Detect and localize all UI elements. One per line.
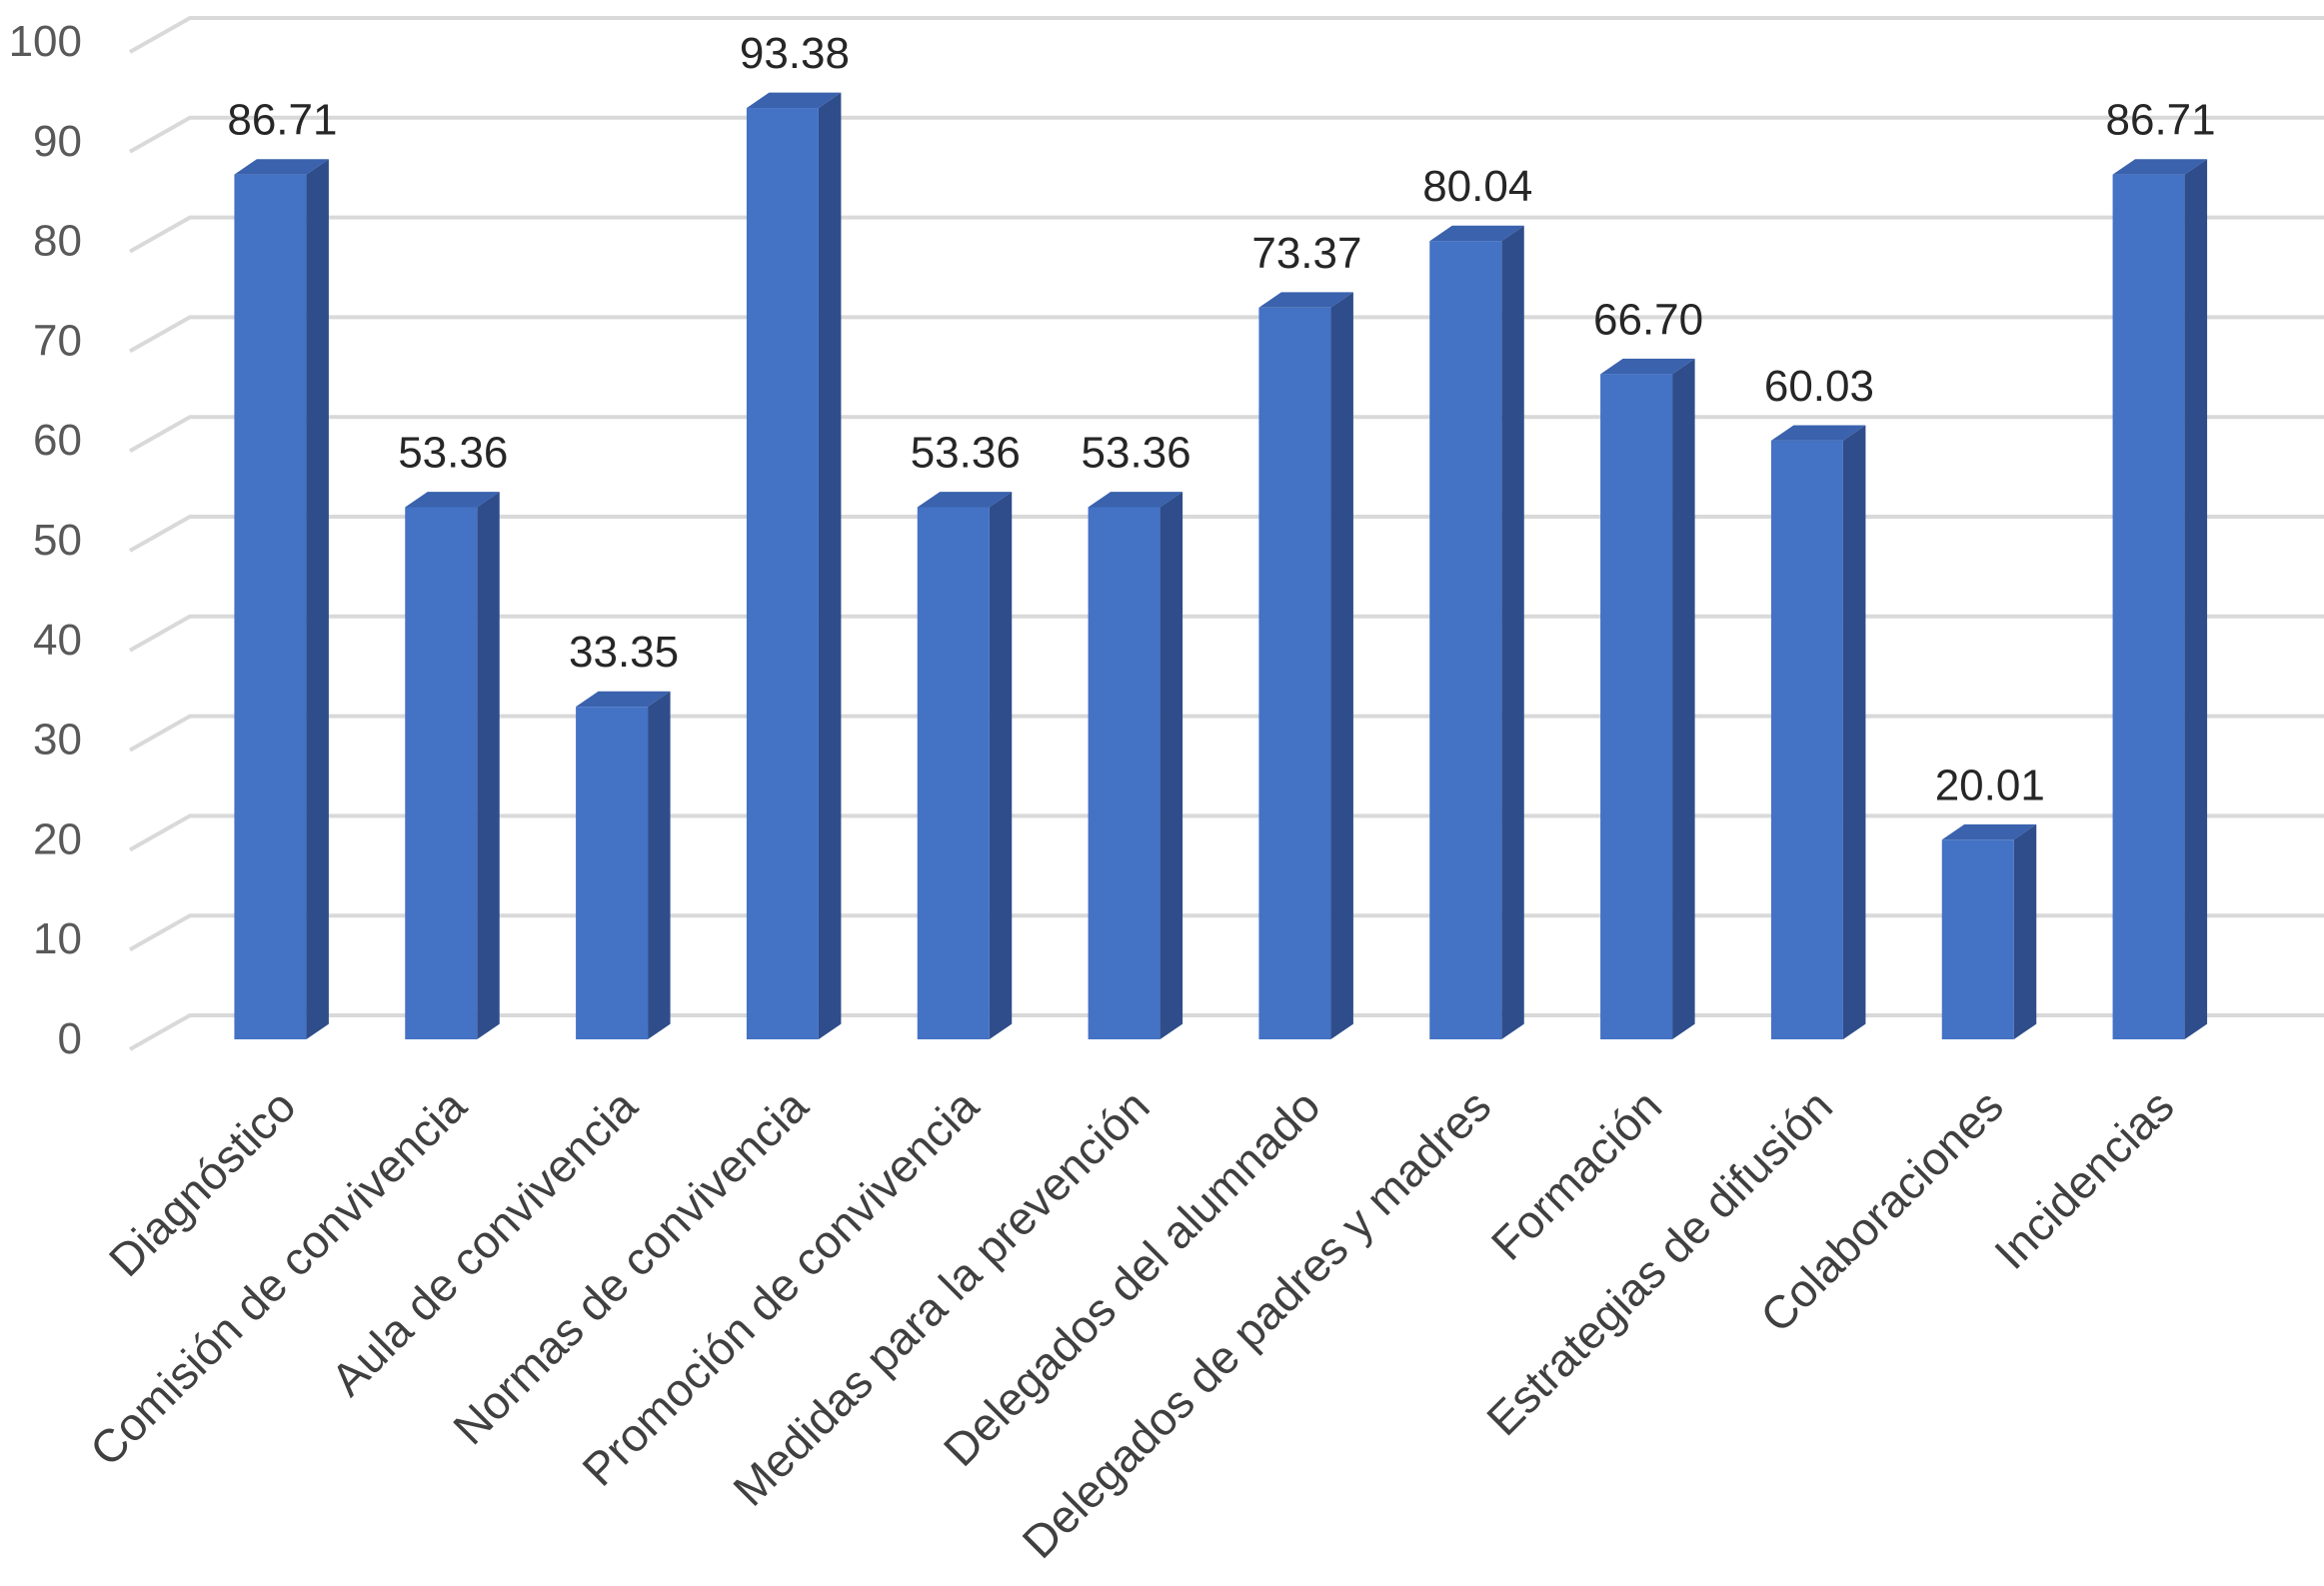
y-tick-label: 80 (33, 217, 82, 266)
bar-side-face (1672, 358, 1695, 1040)
x-tick-label: Incidencias (1984, 1079, 2184, 1279)
bar (1941, 823, 2037, 1039)
bar-side-face (2184, 159, 2208, 1040)
bar (1770, 425, 1866, 1039)
bar (576, 691, 671, 1039)
data-label: 73.37 (1251, 229, 1361, 278)
grid-layer (129, 16, 2324, 1051)
bar-front-face (1258, 307, 1331, 1039)
data-label: 60.03 (1764, 362, 1874, 411)
bar-top-face (1258, 292, 1353, 308)
data-label: 53.36 (911, 428, 1021, 477)
bar (1600, 358, 1695, 1040)
bar-front-face (1429, 241, 1502, 1039)
bar-front-face (234, 174, 307, 1039)
y-tick-label: 40 (33, 616, 82, 665)
bar-top-face (1088, 492, 1183, 508)
x-tick-label: Aula de convivencia (321, 1079, 647, 1405)
bar-front-face (405, 507, 478, 1040)
bar-side-face (477, 492, 500, 1039)
bar-top-face (576, 691, 671, 708)
bar (1258, 292, 1353, 1039)
data-label: 93.38 (740, 29, 850, 78)
bar-top-face (917, 492, 1013, 508)
y-tick-label: 30 (33, 716, 82, 765)
gridline (129, 16, 2324, 54)
bar-front-face (1600, 374, 1673, 1040)
data-label: 66.70 (1593, 295, 1703, 344)
data-label: 86.71 (2106, 96, 2216, 145)
bar-top-face (1429, 225, 1524, 242)
y-tick-label: 90 (33, 117, 82, 166)
gridline (129, 315, 2324, 354)
bar-front-face (1770, 440, 1843, 1039)
bar-front-face (576, 707, 649, 1039)
y-tick-label: 10 (33, 914, 82, 963)
data-labels: 86.71 53.36 33.35 93.38 53.36 53.36 73.37 80.04… (227, 29, 2215, 809)
bar-top-face (746, 92, 842, 109)
bar (2112, 159, 2208, 1040)
bar-front-face (746, 108, 819, 1039)
bar-top-face (405, 492, 500, 508)
bar-side-face (648, 691, 671, 1039)
bar-top-face (234, 159, 329, 175)
bar-side-face (1160, 492, 1183, 1039)
bar-front-face (2112, 174, 2185, 1039)
bar-side-face (1842, 425, 1866, 1039)
data-label: 33.35 (569, 628, 679, 677)
bar-side-face (306, 159, 329, 1040)
y-tick-label: 100 (9, 17, 82, 66)
bar-side-face (818, 92, 842, 1039)
bar-top-face (1941, 823, 2037, 840)
bar-side-face (1501, 225, 1524, 1040)
y-tick-label: 20 (33, 814, 82, 863)
data-label: 80.04 (1422, 162, 1532, 211)
bar (746, 92, 842, 1039)
bar-front-face (917, 507, 990, 1040)
y-tick-label: 0 (58, 1014, 82, 1063)
gridline (129, 115, 2324, 154)
y-tick-label: 60 (33, 416, 82, 465)
bar (917, 492, 1013, 1040)
data-label: 53.36 (1082, 428, 1191, 477)
bar-front-face (1088, 507, 1161, 1040)
bar-top-face (1770, 425, 1866, 441)
bar (405, 492, 500, 1040)
bar-top-face (1600, 358, 1695, 375)
bars (234, 92, 2208, 1040)
data-label: 20.01 (1935, 761, 2045, 809)
data-label: 86.71 (227, 96, 337, 145)
y-axis-ticks: 0 10 20 30 40 50 60 70 80 90 100 (9, 17, 82, 1063)
bar-side-face (989, 492, 1013, 1039)
bar-side-face (1330, 292, 1353, 1039)
bar-top-face (2112, 159, 2208, 175)
data-label: 53.36 (398, 428, 508, 477)
x-tick-label: Normas de convivencia (443, 1079, 818, 1454)
bar-front-face (1941, 839, 2014, 1039)
bar (234, 159, 329, 1040)
bar (1088, 492, 1183, 1040)
x-tick-label: Estrategias de difusión (1476, 1079, 1842, 1445)
gridline (129, 215, 2324, 254)
bar (1429, 225, 1524, 1040)
bar-side-face (2013, 823, 2037, 1039)
y-tick-label: 50 (33, 516, 82, 565)
y-tick-label: 70 (33, 316, 82, 365)
